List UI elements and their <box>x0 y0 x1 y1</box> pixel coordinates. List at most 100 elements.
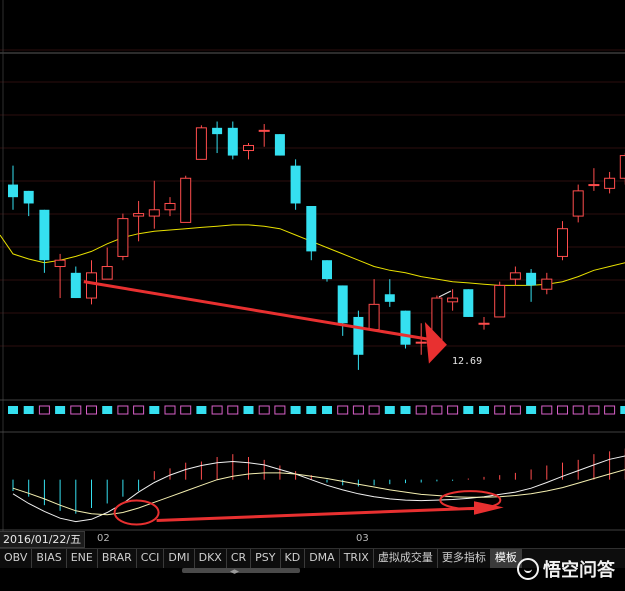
candle-body <box>337 285 348 324</box>
month-label-feb: 02 <box>97 533 110 544</box>
candle-body <box>384 294 395 302</box>
volume-bar <box>306 406 317 414</box>
volume-bar <box>572 405 584 415</box>
watermark: 悟空问答 <box>517 556 615 582</box>
watermark-text: 悟空问答 <box>543 560 615 581</box>
candle-body <box>541 278 553 290</box>
candle-body <box>447 297 459 303</box>
macd-low-circle-left <box>113 499 160 526</box>
tab-kd[interactable]: KD <box>281 549 306 568</box>
candle-body <box>290 165 301 204</box>
volume-bar <box>290 406 301 414</box>
volume-bar <box>352 405 364 415</box>
macd-trend-arrow-shaft <box>156 506 485 522</box>
candle-body <box>322 260 332 280</box>
volume-bar <box>431 405 443 415</box>
volume-bar <box>322 406 332 414</box>
scroll-arrows-icon[interactable]: ◂▸ <box>230 567 240 577</box>
tab-cci[interactable]: CCI <box>137 549 165 568</box>
cursor-date-label: 2016/01/22/五 <box>0 531 86 548</box>
volume-bar <box>38 405 50 415</box>
tab-ene[interactable]: ENE <box>67 549 98 568</box>
volume-bar <box>368 405 380 415</box>
candle-body <box>54 259 66 268</box>
volume-bar <box>196 406 207 414</box>
low-pointer-line <box>438 290 452 298</box>
volume-bar <box>494 405 506 415</box>
volume-bar <box>70 405 82 415</box>
candle-body <box>463 289 474 317</box>
volume-bar <box>102 406 113 414</box>
volume-bar <box>509 405 521 415</box>
candle-body <box>572 190 584 217</box>
candle-body <box>400 310 411 345</box>
tab-dmi[interactable]: DMI <box>164 549 195 568</box>
candle-body <box>148 209 160 217</box>
volume-bar <box>588 405 600 415</box>
candle-body <box>133 213 145 217</box>
candle-body <box>415 341 427 344</box>
candle-body <box>8 184 18 198</box>
volume-bar <box>227 405 239 415</box>
volume-bar <box>604 405 616 415</box>
month-label-mar: 03 <box>356 533 369 544</box>
tab-dma[interactable]: DMA <box>305 549 340 568</box>
volume-bar <box>133 405 145 415</box>
tab-more-indicators[interactable]: 更多指标 <box>438 549 491 568</box>
tab-psy[interactable]: PSY <box>251 549 281 568</box>
candle-body <box>39 209 50 261</box>
candle-body <box>86 272 97 299</box>
candlestick-layer <box>8 121 625 370</box>
volume-bar <box>243 406 254 414</box>
volume-bar <box>541 405 553 415</box>
volume-bar <box>86 405 97 415</box>
candle-body <box>604 177 616 189</box>
candle-body <box>557 228 568 257</box>
candle-body <box>494 284 506 318</box>
volume-bar <box>447 405 459 415</box>
candle-body <box>227 127 238 156</box>
volume-bar <box>274 405 286 415</box>
volume-bar <box>164 405 176 415</box>
candle-body <box>258 129 270 132</box>
volume-bar <box>337 405 349 415</box>
candle-body <box>70 272 81 299</box>
macd-panel <box>12 448 625 523</box>
wukong-logo-icon <box>517 558 539 580</box>
tab-template[interactable]: 模板 <box>490 549 522 568</box>
candle-body <box>509 272 521 280</box>
candle-body <box>164 202 176 211</box>
bottom-strip <box>0 568 625 591</box>
tab-trix[interactable]: TRIX <box>340 549 374 568</box>
candle-body <box>478 322 490 325</box>
candle-body <box>101 266 113 280</box>
tab-obv[interactable]: OBV <box>0 549 33 568</box>
candle-body <box>180 177 192 223</box>
volume-bar <box>149 406 160 414</box>
candle-body <box>212 127 223 135</box>
volume-bar <box>526 406 537 414</box>
volume-bar <box>463 406 474 414</box>
tab-brar[interactable]: BRAR <box>98 549 137 568</box>
volume-bar <box>23 406 34 414</box>
tab-dkx[interactable]: DKX <box>195 549 227 568</box>
volume-bar <box>415 405 427 415</box>
tab-bias[interactable]: BIAS <box>32 549 67 568</box>
horizontal-scrollbar[interactable] <box>182 568 300 573</box>
candle-body <box>195 127 207 160</box>
volume-bar <box>211 405 223 415</box>
low-price-label: 12.69 <box>452 356 483 367</box>
volume-bar <box>258 405 270 415</box>
tab-virtual-volume[interactable]: 虚拟成交量 <box>374 549 438 568</box>
volume-bar <box>400 406 411 414</box>
macd-dif-line <box>12 455 625 523</box>
volume-bar <box>8 406 18 414</box>
candle-body <box>23 190 34 204</box>
volume-bar <box>620 406 625 414</box>
candle-body <box>368 303 380 331</box>
candle-body <box>117 218 129 257</box>
volume-bar <box>384 406 395 414</box>
candle-body <box>526 272 537 286</box>
tab-cr[interactable]: CR <box>227 549 252 568</box>
